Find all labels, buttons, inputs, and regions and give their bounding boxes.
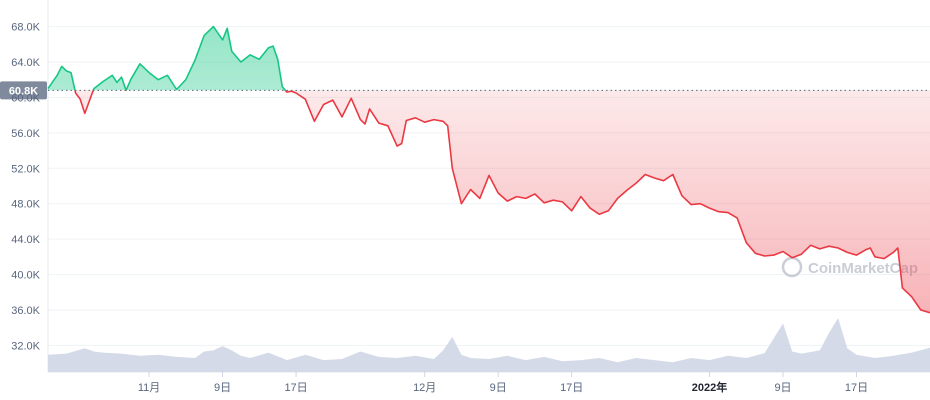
y-tick-label-1: 64.0K [11,57,40,69]
reference-line: 60.8K [0,81,930,100]
y-tick-label-5: 48.0K [11,199,40,211]
price-fill-above [48,26,930,91]
y-tick-label-4: 52.0K [11,163,40,175]
volume-area [48,318,930,372]
watermark-text: CoinMarketCap [808,260,918,277]
reference-label: 60.8K [9,85,38,97]
y-tick-label-8: 36.0K [11,305,40,317]
price-line-down[interactable] [48,27,930,314]
x-tick-label-0: 11月 [138,382,160,394]
y-axis-ticks: 68.0K 64.0K 60.0K 56.0K 52.0K 48.0K 44.0K 40.0K… [11,22,40,353]
x-tick-label-1: 9日 [214,382,231,394]
y-tick-label-2: 60.0K [11,92,40,104]
x-tick-label-6: 2022年 [692,380,727,394]
x-tick-label-5: 17日 [560,382,583,394]
x-tick-label-2: 17日 [284,382,307,394]
y-tick-label-0: 68.0K [11,22,40,34]
y-tick-label-3: 56.0K [11,128,40,140]
volume-bars [48,318,930,372]
y-tick-label-7: 40.0K [11,270,40,282]
x-tick-label-3: 12月 [413,382,436,394]
x-tick-label-7: 9日 [774,382,791,394]
y-tick-label-9: 32.0K [11,340,40,352]
reference-label-badge [0,81,47,100]
x-tick-label-8: 17日 [845,382,868,394]
price-fill-below [75,90,930,313]
x-axis-ticks: 11月 9日 17日 12月 9日 17日 2022年 9日 17日 [138,372,868,394]
x-tick-label-4: 9日 [490,382,507,394]
price-fill [48,26,930,313]
watermark-logo-icon [781,256,803,278]
y-tick-label-6: 44.0K [11,234,40,246]
price-line-up[interactable] [47,25,930,313]
price-line[interactable] [47,25,930,314]
